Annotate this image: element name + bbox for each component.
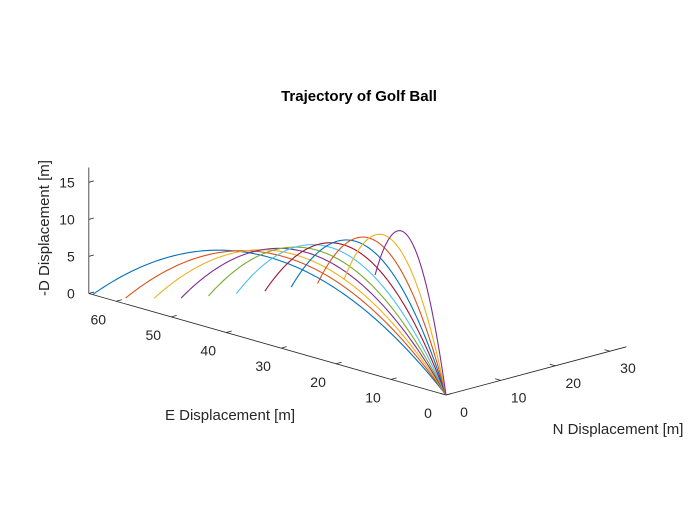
d-axis-tick (88, 217, 94, 220)
e-axis-tick-label: 30 (255, 358, 271, 374)
d-axis-tick-label: 10 (59, 211, 75, 227)
e-axis-tick-label: 10 (365, 389, 381, 405)
n-axis-tick (549, 363, 556, 367)
d-axis-label: -D Displacement [m] (36, 160, 53, 296)
trajectory-line (374, 230, 447, 396)
n-axis-tick-label: 20 (566, 375, 582, 391)
e-axis-tick (445, 393, 452, 396)
trajectory-line (208, 246, 447, 396)
n-axis-tick-label: 30 (620, 360, 636, 376)
trajectory-line (343, 233, 447, 396)
e-axis-tick (226, 330, 232, 333)
e-axis-tick (116, 299, 122, 302)
d-axis-tick-label: 15 (59, 174, 75, 190)
plot-area (92, 230, 447, 396)
d-axis-tick-label: 5 (67, 248, 75, 264)
n-axis-tick (495, 378, 501, 381)
e-axis-tick (390, 377, 397, 380)
e-axis-tick (171, 315, 177, 318)
trajectory-line (317, 236, 447, 396)
trajectory-line (180, 247, 447, 396)
trajectory-line (290, 239, 447, 396)
e-axis-tick-label: 60 (91, 311, 107, 327)
trajectory-line (153, 249, 447, 396)
n-axis-tick-label: 10 (511, 389, 527, 405)
d-axis-tick (88, 291, 94, 294)
e-axis-tick-label: 50 (145, 327, 161, 343)
n-axis-tick (604, 349, 611, 352)
n-axis-line (445, 346, 627, 396)
e-axis-line (88, 293, 447, 396)
e-axis-tick (281, 346, 287, 349)
trajectory-line (125, 250, 447, 396)
e-axis-tick (335, 361, 342, 365)
axes: 0 10 20 30 0 10 20 30 40 50 60 0 5 10 15 (59, 167, 636, 421)
trajectory-line (235, 244, 447, 396)
e-axis-label: E Displacement [m] (165, 407, 295, 424)
e-axis-tick-label: 20 (310, 374, 326, 390)
trajectory-line (92, 249, 447, 396)
trajectory-line (264, 242, 447, 396)
n-axis-tick-label: 0 (460, 404, 468, 420)
e-axis-tick-label: 0 (424, 405, 432, 421)
chart-title: Trajectory of Golf Ball (281, 88, 437, 105)
n-axis-label: N Displacement [m] (553, 421, 684, 438)
d-axis-tick-label: 0 (67, 285, 75, 301)
e-axis-tick-label: 40 (200, 343, 216, 359)
d-axis-tick (88, 254, 94, 257)
d-axis-tick (88, 180, 94, 183)
